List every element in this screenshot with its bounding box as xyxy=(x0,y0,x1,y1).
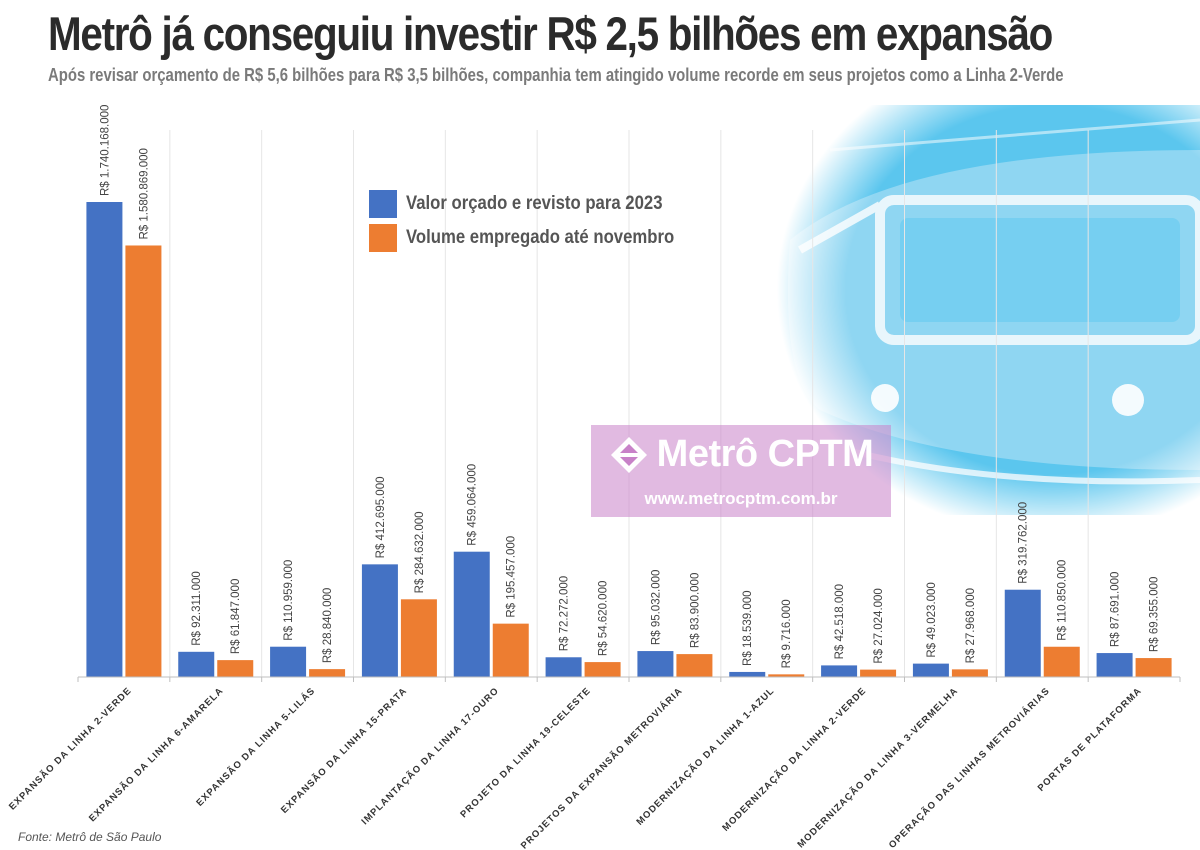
bar-spent xyxy=(1043,646,1080,677)
category-label: MODERNIZAÇÃO DA LINHA 3-VERMELHA xyxy=(796,685,961,850)
bar-spent xyxy=(768,674,805,677)
bar-budget xyxy=(545,657,582,677)
data-label: R$ 92.311.000 xyxy=(191,571,203,646)
category-label: MODERNIZAÇÃO DA LINHA 2-VERDE xyxy=(720,685,868,833)
data-label: R$ 69.355.000 xyxy=(1149,577,1161,652)
bar-spent xyxy=(584,662,621,677)
data-label: R$ 54.620.000 xyxy=(598,581,610,656)
bar-budget xyxy=(821,665,858,677)
bar-spent xyxy=(400,599,437,677)
bar-spent xyxy=(492,623,529,677)
category-label: OPERAÇÃO DAS LINHAS METROVIÁRIAS xyxy=(887,685,1053,850)
bar-budget xyxy=(1004,589,1041,677)
legend-swatch-spent xyxy=(369,224,397,252)
data-label: R$ 83.900.000 xyxy=(689,573,701,648)
legend-label-budget: Valor orçado e revisto para 2023 xyxy=(406,193,663,214)
bar-budget xyxy=(912,663,949,677)
bar-budget xyxy=(361,564,398,677)
data-label: R$ 1.580.869.000 xyxy=(138,148,150,239)
x-axis-ticks xyxy=(77,677,1181,682)
legend-item-budget: Valor orçado e revisto para 2023 xyxy=(369,190,698,218)
data-label: R$ 412.695.000 xyxy=(375,476,387,558)
bar-spent xyxy=(125,245,162,677)
category-label: PORTAS DE PLATAFORMA xyxy=(1036,685,1145,794)
data-label: R$ 27.024.000 xyxy=(873,588,885,663)
bar-budget xyxy=(1096,653,1133,677)
bar-spent xyxy=(676,654,713,677)
value-labels: R$ 1.740.168.000 R$ 1.580.869.000 R$ 92.31… xyxy=(99,105,1160,669)
bar-budget xyxy=(637,651,674,677)
chart-title: Metrô já conseguiu investir R$ 2,5 bilhõ… xyxy=(48,7,1053,60)
watermark: Metrô CPTM www.metrocptm.com.br xyxy=(591,425,891,517)
bar-spent xyxy=(217,660,254,677)
data-label: R$ 18.539.000 xyxy=(742,590,754,665)
bar-budget xyxy=(178,651,215,677)
bars xyxy=(86,202,1172,677)
bar-budget xyxy=(729,671,766,677)
data-label: R$ 95.032.000 xyxy=(650,570,662,645)
data-label: R$ 49.023.000 xyxy=(926,582,938,657)
data-label: R$ 61.847.000 xyxy=(230,579,242,654)
data-label: R$ 1.740.168.000 xyxy=(99,105,111,196)
bar-budget xyxy=(453,551,490,677)
data-label: R$ 87.691.000 xyxy=(1110,572,1122,647)
category-label: PROJETOS DA EXPANSÃO METROVIÁRIA xyxy=(519,685,685,850)
chart-subtitle: Após revisar orçamento de R$ 5,6 bilhões… xyxy=(48,64,1064,85)
watermark-brand: Metrô CPTM xyxy=(591,433,891,476)
watermark-name: Metrô CPTM xyxy=(656,433,874,475)
source-note: Fonte: Metrô de São Paulo xyxy=(18,830,162,844)
data-label: R$ 42.518.000 xyxy=(834,584,846,659)
data-label: R$ 319.762.000 xyxy=(1018,502,1030,584)
data-label: R$ 28.840.000 xyxy=(322,588,334,663)
data-label: R$ 459.064.000 xyxy=(467,464,479,546)
watermark-url: www.metrocptm.com.br xyxy=(644,489,838,508)
data-label: R$ 284.632.000 xyxy=(414,511,426,593)
data-label: R$ 27.968.000 xyxy=(965,588,977,663)
data-label: R$ 110.850.000 xyxy=(1057,560,1069,641)
bar-budget xyxy=(270,646,307,677)
bar-spent xyxy=(1135,658,1172,677)
legend-label-spent: Volume empregado até novembro xyxy=(406,227,675,248)
bar-spent xyxy=(309,669,346,677)
legend-item-spent: Volume empregado até novembro xyxy=(369,224,711,252)
bar-budget xyxy=(86,202,123,677)
legend-swatch-budget xyxy=(369,190,397,218)
data-label: R$ 9.716.000 xyxy=(781,599,793,668)
bar-spent xyxy=(951,669,988,677)
data-label: R$ 110.959.000 xyxy=(283,560,295,641)
data-label: R$ 195.457.000 xyxy=(506,536,518,618)
category-separators xyxy=(169,130,1089,677)
data-label: R$ 72.272.000 xyxy=(559,576,571,651)
bar-spent xyxy=(860,669,897,677)
metro-logo-icon xyxy=(610,436,647,473)
